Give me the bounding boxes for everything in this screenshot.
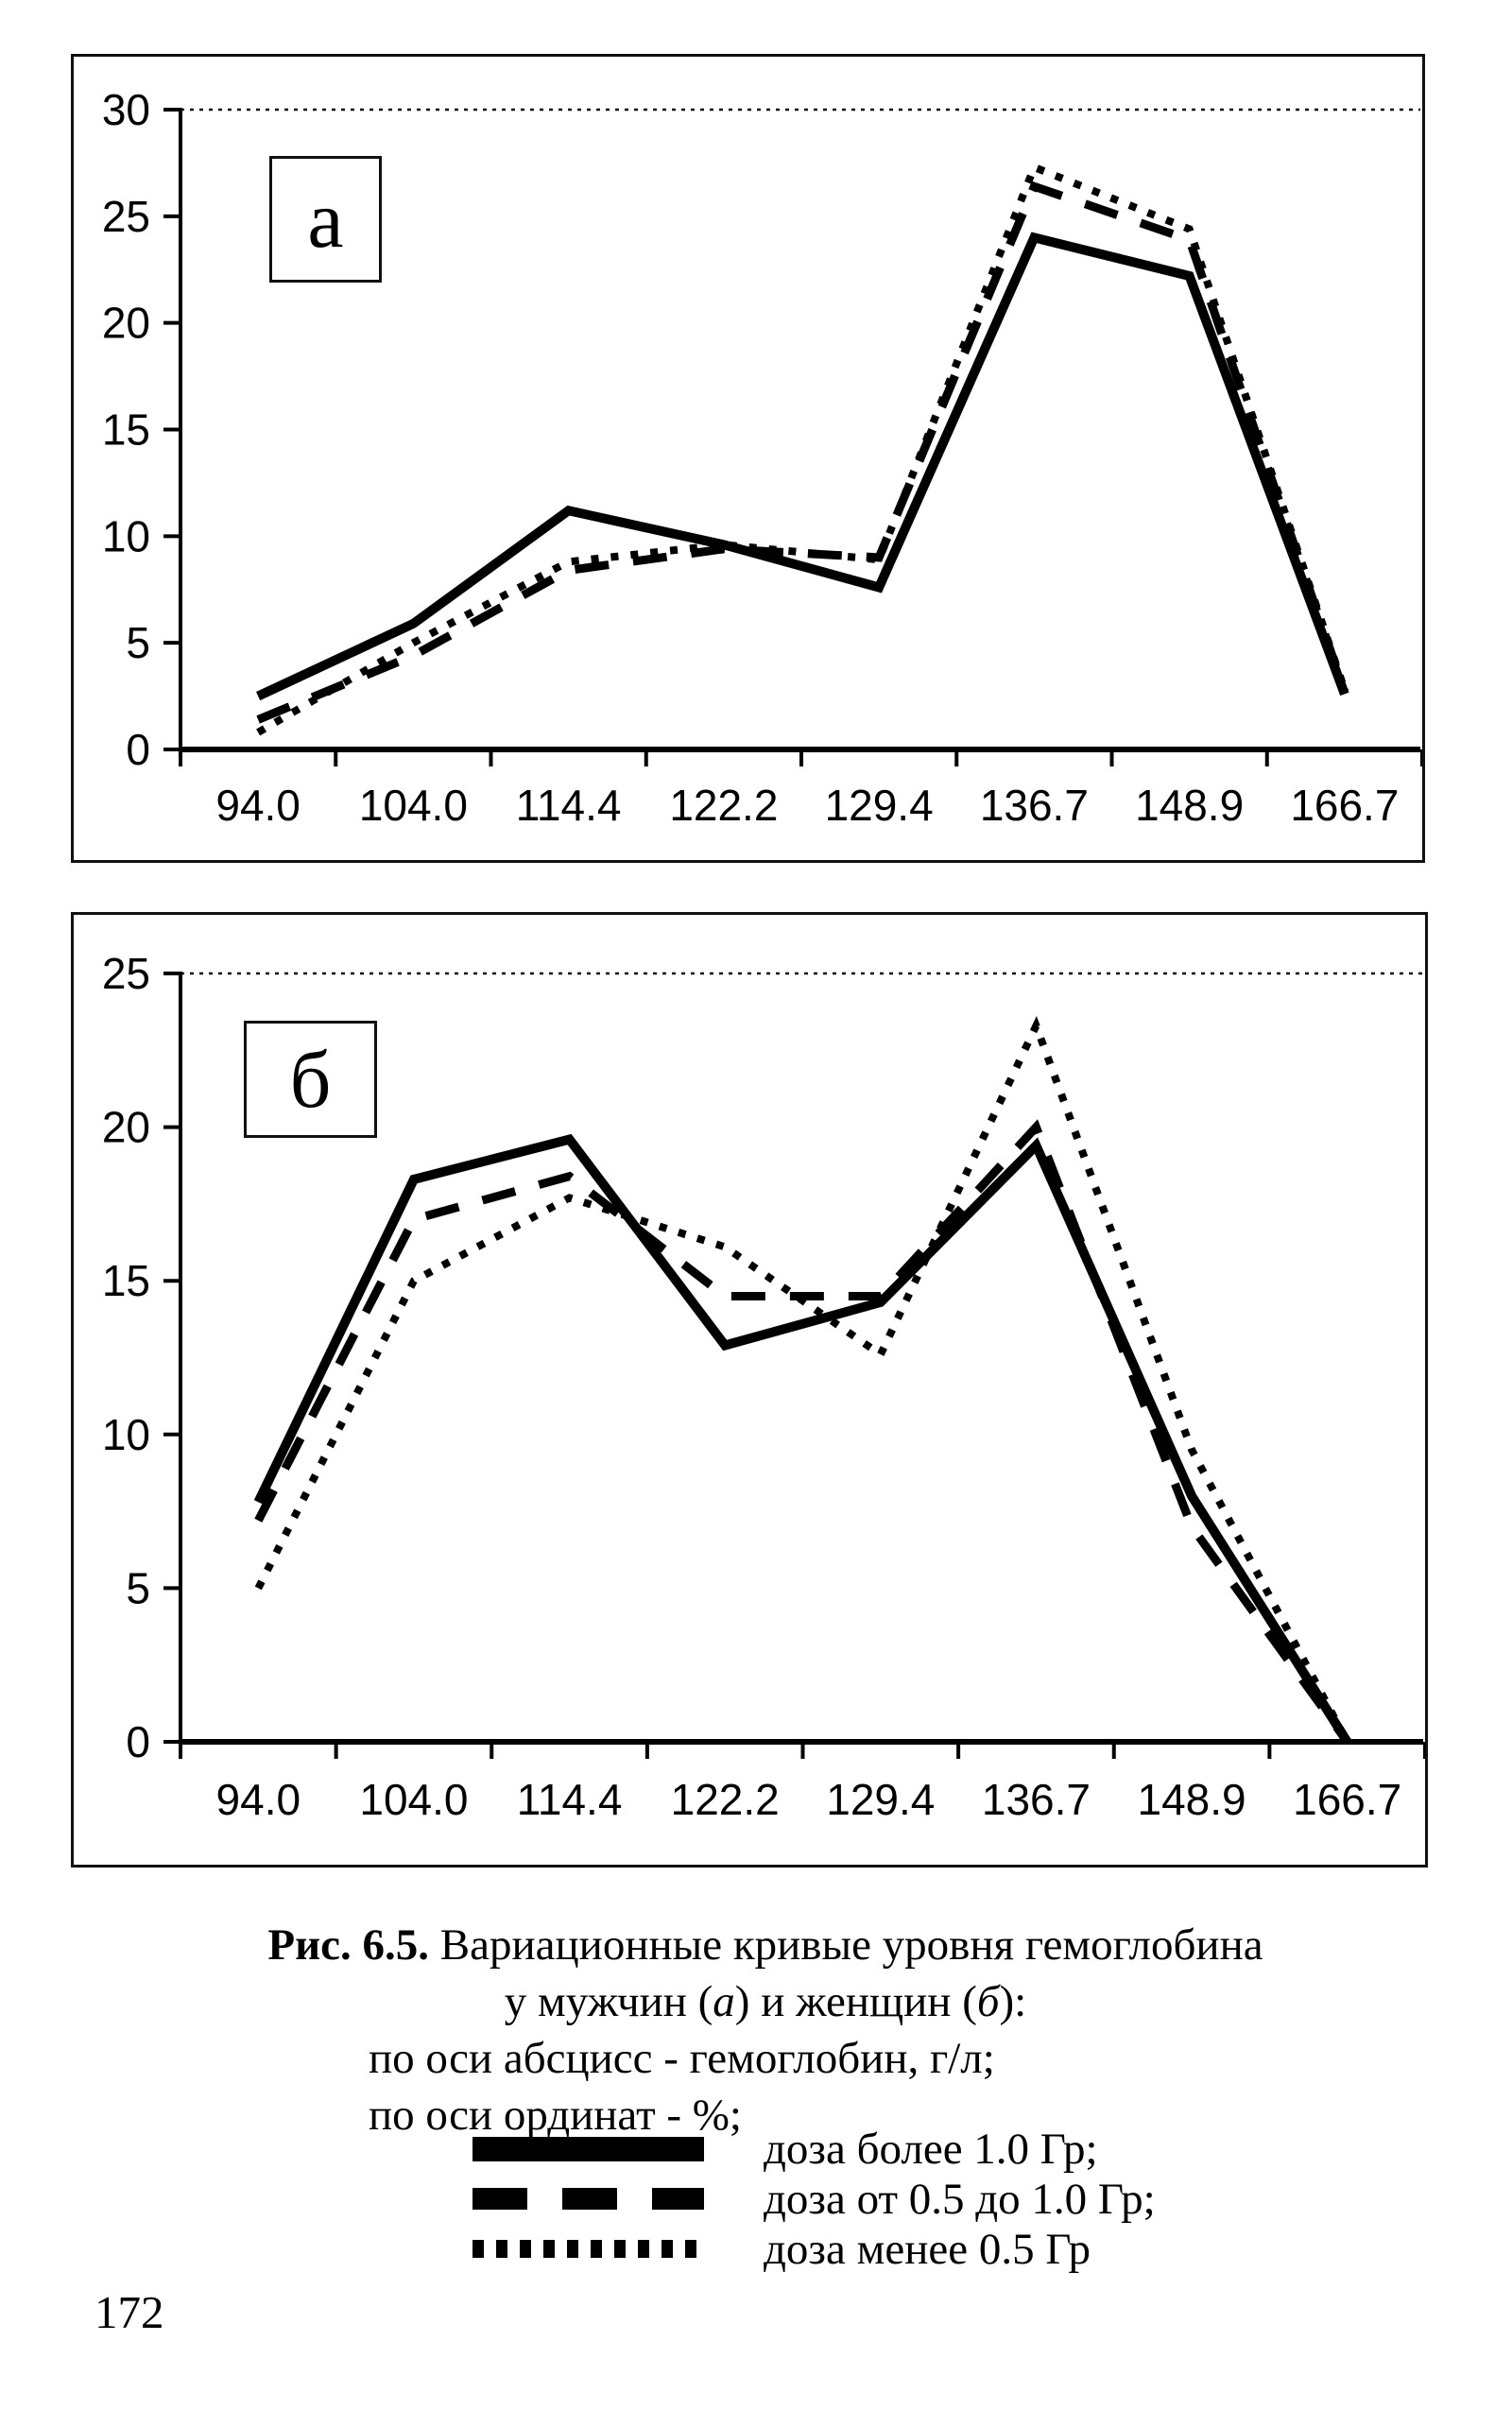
svg-text:25: 25 (102, 949, 150, 998)
svg-text:104.0: 104.0 (359, 781, 468, 830)
caption-figure-number: Рис. 6.5. (267, 1920, 430, 1970)
svg-text:94.0: 94.0 (216, 1775, 301, 1824)
figure-panel-a: 0 5 10 15 20 25 30 94.0 104.0 114.4 122.2 129.4 136.… (71, 54, 1425, 863)
caption-line-2-part: ) и женщин ( (734, 1977, 977, 2026)
caption-line-1-text: Вариационные кривые уровня гемоглобина (429, 1920, 1263, 1970)
legend-label-dotted: доза менее 0.5 Гр (764, 2224, 1091, 2274)
series-dotted-line (254, 1015, 1351, 1744)
svg-text:25: 25 (102, 192, 150, 241)
svg-text:122.2: 122.2 (669, 781, 778, 830)
chart-a-canvas: 0 5 10 15 20 25 30 94.0 104.0 114.4 122.2 129.4 136.… (102, 85, 1422, 830)
legend-row-solid: доза более 1.0 Гр; (472, 2124, 1323, 2174)
svg-text:10: 10 (102, 511, 150, 560)
series-solid-line (253, 1133, 1351, 1745)
page-number: 172 (94, 2286, 164, 2338)
svg-text:148.9: 148.9 (1138, 1775, 1246, 1824)
svg-text:15: 15 (102, 1256, 150, 1305)
svg-text:166.7: 166.7 (1293, 1775, 1401, 1824)
svg-text:122.2: 122.2 (671, 1775, 780, 1824)
figure-panel-b: 0 5 10 15 20 25 94.0 104.0 114.4 122.2 129.4 136.7 1… (71, 912, 1428, 1868)
dotted-line-swatch-icon (472, 2240, 704, 2258)
solid-line-swatch-icon (472, 2136, 704, 2161)
svg-text:0: 0 (126, 725, 150, 774)
legend-row-dotted: доза менее 0.5 Гр (472, 2224, 1323, 2274)
panel-b-label: б (289, 1034, 332, 1125)
svg-text:94.0: 94.0 (215, 781, 301, 830)
svg-text:114.4: 114.4 (517, 1775, 623, 1824)
svg-text:136.7: 136.7 (982, 1775, 1091, 1824)
caption-xaxis-note: по оси абсцисс - гемоглобин, г/л; (369, 2034, 995, 2083)
svg-text:136.7: 136.7 (980, 781, 1089, 830)
svg-text:104.0: 104.0 (359, 1775, 468, 1824)
svg-text:129.4: 129.4 (825, 781, 934, 830)
caption-line-1: Рис. 6.5. Вариационные кривые уровня гем… (246, 1917, 1285, 1973)
panel-a-label-box: а (269, 156, 382, 283)
panel-b-label-box: б (244, 1021, 377, 1138)
caption-line-2-part: у мужчин ( (504, 1977, 713, 2026)
svg-text:20: 20 (102, 1103, 150, 1152)
figure-legend: доза более 1.0 Гр; доза от 0.5 до 1.0 Гр… (472, 2124, 1323, 2274)
panel-a-label: а (307, 174, 344, 265)
svg-text:5: 5 (126, 1563, 150, 1612)
caption-line-2-part: ): (999, 1977, 1027, 2026)
svg-text:148.9: 148.9 (1135, 781, 1244, 830)
series-dashed-line (256, 181, 1349, 724)
svg-text:10: 10 (102, 1410, 150, 1459)
legend-label-solid: доза более 1.0 Гр; (764, 2124, 1098, 2174)
svg-text:129.4: 129.4 (826, 1775, 935, 1824)
caption-line-2: у мужчин (а) и женщин (б): (246, 1973, 1285, 2030)
legend-label-dashed: доза от 0.5 до 1.0 Гр; (764, 2174, 1156, 2224)
figure-caption: Рис. 6.5. Вариационные кривые уровня гем… (246, 1917, 1285, 2143)
legend-row-dashed: доза от 0.5 до 1.0 Гр; (472, 2174, 1323, 2224)
caption-panel-b-ref: б (976, 1977, 1000, 2026)
series-solid-line (256, 232, 1349, 701)
svg-text:166.7: 166.7 (1290, 781, 1399, 830)
svg-text:0: 0 (126, 1717, 150, 1766)
svg-text:114.4: 114.4 (516, 781, 622, 830)
caption-yaxis-note: по оси ординат - %; (369, 2091, 742, 2140)
dashed-line-swatch-icon (472, 2188, 704, 2210)
svg-text:20: 20 (102, 299, 150, 348)
svg-text:5: 5 (126, 618, 150, 667)
chart-b-canvas: 0 5 10 15 20 25 94.0 104.0 114.4 122.2 129.4 136.7 1… (102, 949, 1425, 1824)
svg-text:30: 30 (102, 85, 150, 134)
series-dashed-line (254, 1119, 1351, 1745)
svg-text:15: 15 (102, 405, 150, 455)
caption-panel-a-ref: а (713, 1977, 735, 2026)
